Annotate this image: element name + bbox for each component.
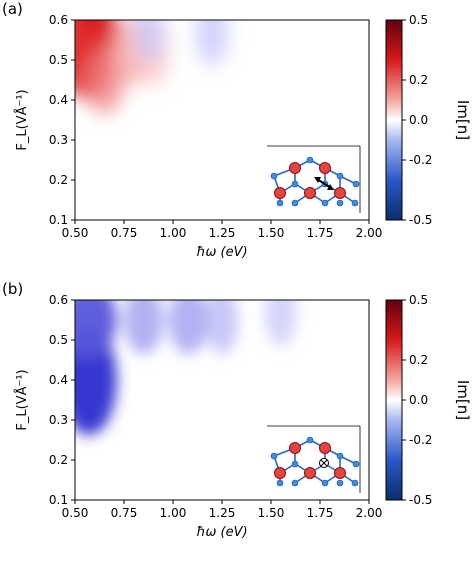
heatmap-blob: [264, 300, 297, 346]
colorbar-tick-label: 0.5: [409, 13, 428, 27]
y-axis-label: F_L(VÅ⁻¹): [14, 89, 30, 150]
y-tick-label: 0.5: [49, 53, 68, 67]
colorbar-tick-label: 0.0: [409, 393, 428, 407]
blue-atom: [291, 199, 299, 207]
heatmap-layer: [75, 300, 297, 435]
blue-atom: [306, 436, 314, 444]
blue-atom: [336, 479, 344, 487]
x-tick-label: 0.75: [111, 226, 138, 240]
blue-atom: [351, 199, 359, 207]
blue-atom: [321, 479, 329, 487]
y-tick-label: 0.4: [49, 373, 68, 387]
blue-atom: [291, 180, 299, 188]
colorbar-label: Im[n]: [454, 380, 472, 420]
y-tick-label: 0.1: [49, 213, 68, 227]
blue-atom: [352, 460, 360, 468]
lattice-inset: [267, 425, 361, 493]
colorbar-tick-label: 0.2: [409, 73, 428, 87]
red-atom: [334, 467, 346, 479]
x-tick-label: 0.50: [62, 506, 89, 520]
x-axis-label: ħω (eV): [196, 245, 247, 260]
polarization-arrow: [316, 178, 332, 189]
colorbar-tick-label: 0.0: [409, 113, 428, 127]
red-atom: [304, 187, 316, 199]
heatmap-blob: [196, 20, 229, 66]
x-tick-label: 1.00: [160, 506, 187, 520]
red-atom: [289, 162, 301, 174]
x-tick-label: 1.50: [258, 226, 285, 240]
y-tick-label: 0.3: [49, 133, 68, 147]
red-atom: [304, 467, 316, 479]
chart-panel-a: (a) 0.50 0.75 1.00 1.25 1.50 1.75 2.00 0.1 0.2 0.3…: [2, 0, 472, 260]
panel-label: (a): [2, 0, 23, 18]
colorbar-tick-label: -0.5: [409, 213, 432, 227]
heatmap-blob: [75, 300, 117, 358]
y-tick-label: 0.2: [49, 173, 68, 187]
blue-atom: [336, 199, 344, 207]
colorbar-tick-label: -0.2: [409, 433, 432, 447]
blue-atom: [276, 199, 284, 207]
y-tick-label: 0.3: [49, 413, 68, 427]
blue-atom: [270, 172, 278, 180]
colorbar-tick-label: -0.5: [409, 493, 432, 507]
x-tick-label: 1.25: [209, 226, 236, 240]
colorbar-label: Im[n]: [454, 100, 472, 140]
y-tick-label: 0.6: [49, 293, 68, 307]
y-tick-label: 0.2: [49, 453, 68, 467]
panel-label: (b): [2, 280, 23, 298]
x-tick-label: 1.25: [209, 506, 236, 520]
blue-atom: [270, 452, 278, 460]
red-atom: [274, 467, 286, 479]
x-tick-label: 0.75: [111, 506, 138, 520]
blue-atom: [306, 156, 314, 164]
x-tick-label: 2.00: [356, 226, 383, 240]
x-tick-label: 1.75: [307, 226, 334, 240]
colorbar-tick-label: -0.2: [409, 153, 432, 167]
blue-atom: [276, 479, 284, 487]
chart-panel-b: (b) 0.50 0.75 1.00 1.25 1.50 1.75 2.00 0.1 0.2 0.3…: [2, 280, 472, 540]
colorbar: [385, 19, 403, 221]
x-tick-label: 0.50: [62, 226, 89, 240]
x-tick-label: 1.50: [258, 506, 285, 520]
blue-atom: [352, 180, 360, 188]
y-tick-label: 0.6: [49, 13, 68, 27]
x-tick-label: 2.00: [356, 506, 383, 520]
colorbar-tick-label: 0.2: [409, 353, 428, 367]
heatmap-layer: [75, 20, 229, 114]
colorbar-tick-label: 0.5: [409, 293, 428, 307]
x-tick-label: 1.75: [307, 506, 334, 520]
colorbar: [385, 299, 403, 501]
x-axis-label: ħω (eV): [196, 525, 247, 540]
y-axis-label: F_L(VÅ⁻¹): [14, 369, 30, 430]
y-tick-label: 0.4: [49, 93, 68, 107]
red-atom: [319, 442, 331, 454]
red-atom: [289, 442, 301, 454]
blue-atom: [336, 452, 344, 460]
blue-atom: [321, 199, 329, 207]
heatmap-blob: [168, 300, 209, 354]
blue-atom: [336, 172, 344, 180]
x-tick-label: 1.00: [160, 226, 187, 240]
blue-atom: [291, 479, 299, 487]
red-atom: [319, 162, 331, 174]
red-atom: [274, 187, 286, 199]
heatmap-blob: [123, 300, 164, 354]
heatmap-blob: [133, 20, 166, 62]
y-tick-label: 0.5: [49, 333, 68, 347]
blue-atom: [291, 460, 299, 468]
y-tick-label: 0.1: [49, 493, 68, 507]
blue-atom: [351, 479, 359, 487]
heatmap-blob: [206, 300, 238, 354]
red-atom: [334, 187, 346, 199]
lattice-inset: [267, 145, 361, 213]
